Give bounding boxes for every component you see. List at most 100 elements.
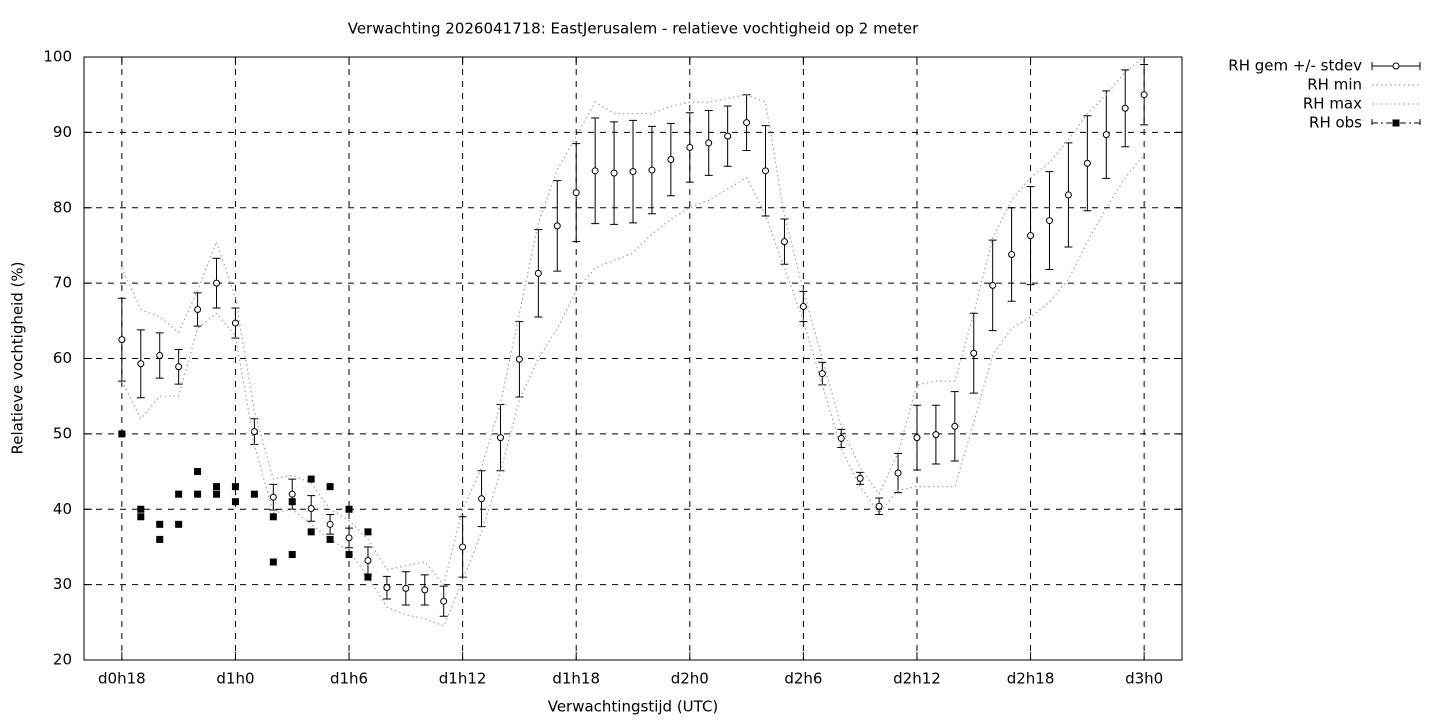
mean-point xyxy=(667,156,675,164)
mean-point xyxy=(1045,217,1053,225)
mean-point xyxy=(610,169,618,177)
obs-point xyxy=(288,550,296,558)
mean-point xyxy=(213,279,221,287)
obs-point xyxy=(307,475,315,483)
mean-point xyxy=(1121,104,1129,112)
mean-point xyxy=(307,504,315,512)
mean-point xyxy=(326,520,334,528)
obs-point xyxy=(307,528,315,536)
x-tick-label: d1h0 xyxy=(216,670,254,688)
mean-point xyxy=(459,543,467,551)
y-tick-label: 30 xyxy=(53,575,72,593)
mean-point xyxy=(194,306,202,314)
mean-point xyxy=(1140,91,1148,99)
mean-point xyxy=(250,428,258,436)
range-line xyxy=(121,56,1145,586)
mean-point xyxy=(496,434,504,442)
obs-point xyxy=(364,528,372,536)
mean-point xyxy=(799,302,807,310)
legend-sample xyxy=(1392,119,1400,127)
legend-sample xyxy=(1392,62,1400,70)
mean-point xyxy=(970,349,978,357)
mean-point xyxy=(818,370,826,378)
obs-point xyxy=(213,483,221,491)
x-tick-label: d3h0 xyxy=(1125,670,1163,688)
mean-point xyxy=(724,132,732,140)
mean-point xyxy=(894,469,902,477)
x-tick-label: d1h18 xyxy=(552,670,600,688)
mean-point xyxy=(913,434,921,442)
obs-point xyxy=(326,535,334,543)
mean-point xyxy=(364,557,372,565)
mean-point xyxy=(1008,250,1016,258)
obs-point xyxy=(269,513,277,521)
mean-point xyxy=(345,534,353,542)
mean-point xyxy=(137,360,145,368)
legend-label: RH gem +/- stdev xyxy=(1228,57,1362,75)
mean-point xyxy=(837,434,845,442)
mean-point xyxy=(383,584,391,592)
y-tick-label: 20 xyxy=(53,651,72,669)
mean-point xyxy=(1064,191,1072,199)
obs-point xyxy=(194,490,202,498)
obs-point xyxy=(194,468,202,476)
mean-point xyxy=(591,167,599,175)
mean-point xyxy=(118,336,126,344)
mean-point xyxy=(856,474,864,482)
obs-point xyxy=(175,520,183,528)
mean-point xyxy=(572,189,580,197)
obs-point xyxy=(345,550,353,558)
mean-point xyxy=(231,319,239,327)
mean-point xyxy=(989,281,997,289)
obs-point xyxy=(175,490,183,498)
obs-point xyxy=(156,520,164,528)
mean-point xyxy=(156,351,164,359)
mean-point xyxy=(478,495,486,503)
obs-point xyxy=(137,505,145,513)
mean-point xyxy=(288,490,296,498)
obs-point xyxy=(364,573,372,581)
y-axis-label: Relatieve vochtigheid (%) xyxy=(9,261,27,454)
mean-point xyxy=(1083,159,1091,167)
x-tick-label: d2h12 xyxy=(893,670,941,688)
mean-point xyxy=(534,269,542,277)
y-tick-label: 70 xyxy=(53,274,72,292)
mean-point xyxy=(875,502,883,510)
mean-point xyxy=(648,166,656,174)
mean-point xyxy=(1027,232,1035,240)
legend-label: RH obs xyxy=(1309,114,1362,132)
y-tick-label: 80 xyxy=(53,198,72,216)
obs-point xyxy=(269,558,277,566)
mean-point xyxy=(1102,131,1110,139)
x-axis-label: Verwachtingstijd (UTC) xyxy=(548,698,719,716)
x-tick-label: d2h18 xyxy=(1007,670,1055,688)
mean-point xyxy=(951,422,959,430)
obs-point xyxy=(250,490,258,498)
x-tick-label: d2h6 xyxy=(784,670,822,688)
mean-point xyxy=(553,222,561,230)
mean-point xyxy=(269,493,277,501)
mean-point xyxy=(762,167,770,175)
legend-label: RH min xyxy=(1307,76,1362,94)
x-tick-label: d0h18 xyxy=(98,670,146,688)
mean-point xyxy=(421,586,429,594)
obs-point xyxy=(213,490,221,498)
mean-point xyxy=(705,139,713,147)
obs-point xyxy=(118,430,126,438)
chart-title: Verwachting 2026041718: EastJerusalem - … xyxy=(348,20,919,38)
mean-point xyxy=(175,363,183,371)
x-tick-label: d1h6 xyxy=(330,670,368,688)
obs-point xyxy=(156,535,164,543)
x-tick-label: d2h0 xyxy=(671,670,709,688)
obs-point xyxy=(326,483,334,491)
y-tick-label: 60 xyxy=(53,349,72,367)
mean-point xyxy=(440,597,448,605)
y-tick-label: 90 xyxy=(53,123,72,141)
mean-point xyxy=(743,119,751,127)
mean-point xyxy=(629,168,637,176)
obs-point xyxy=(231,498,239,506)
mean-point xyxy=(932,431,940,439)
obs-point xyxy=(345,505,353,513)
x-tick-label: d1h12 xyxy=(439,670,487,688)
